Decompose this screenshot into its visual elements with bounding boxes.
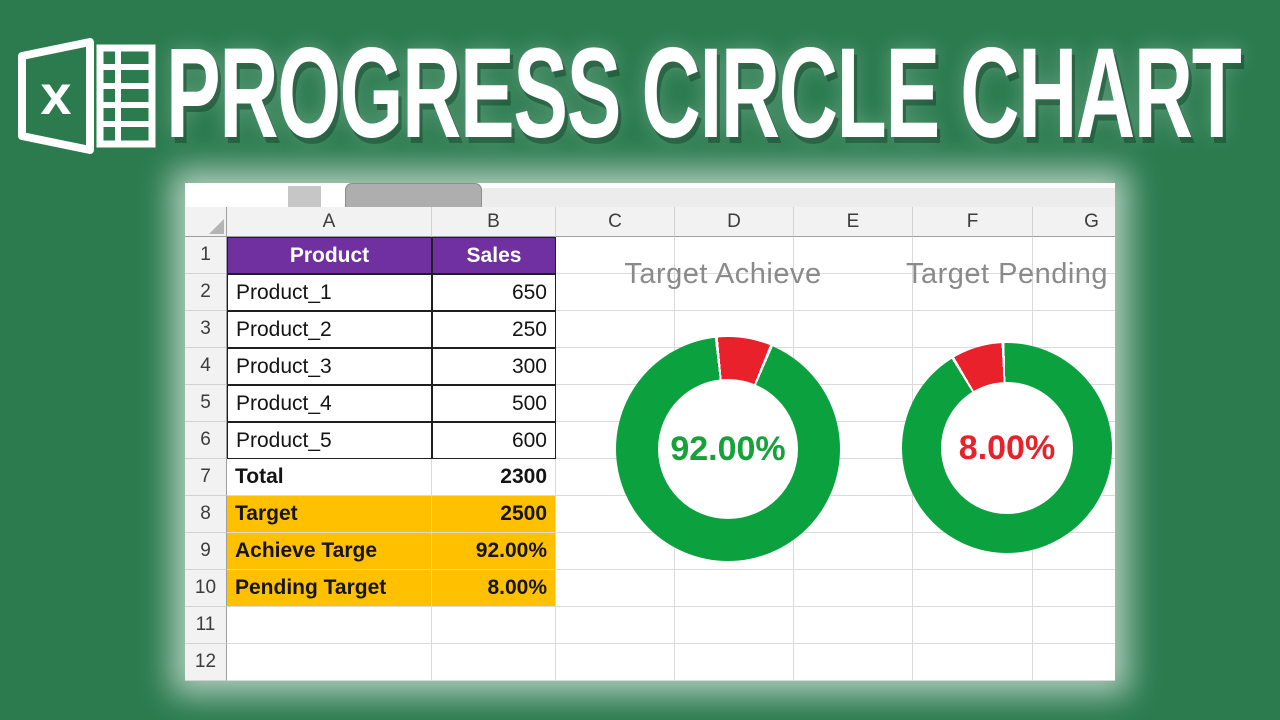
column-header-D[interactable]: D: [675, 207, 794, 237]
row-header-10[interactable]: 10: [185, 570, 227, 607]
donut-hole-achieve: 92.00%: [658, 379, 798, 519]
cell-A6[interactable]: Product_5: [227, 422, 432, 459]
page-title: PROGRESS CIRCLE CHART: [166, 22, 1242, 165]
column-header-C[interactable]: C: [556, 207, 675, 237]
cell-A4[interactable]: Product_3: [227, 348, 432, 385]
cell-C3[interactable]: [556, 311, 675, 348]
donut-hole-pending: 8.00%: [941, 382, 1073, 514]
cell-E12[interactable]: [794, 644, 913, 681]
cell-A1[interactable]: Product: [227, 237, 432, 274]
row-header-6[interactable]: 6: [185, 422, 227, 459]
cell-B2[interactable]: 650: [432, 274, 556, 311]
cell-G3[interactable]: [1033, 311, 1115, 348]
row-header-1[interactable]: 1: [185, 237, 227, 274]
cell-C11[interactable]: [556, 607, 675, 644]
cell-A8[interactable]: Target: [227, 496, 432, 533]
chrome-strip: [482, 188, 1115, 207]
cell-D11[interactable]: [675, 607, 794, 644]
column-header-A[interactable]: A: [227, 207, 432, 237]
chart-title-target-achieve: Target Achieve: [624, 258, 822, 290]
row-header-9[interactable]: 9: [185, 533, 227, 570]
cell-B4[interactable]: 300: [432, 348, 556, 385]
cell-A12[interactable]: [227, 644, 432, 681]
column-header-E[interactable]: E: [794, 207, 913, 237]
cell-C2[interactable]: [556, 274, 675, 311]
cell-E10[interactable]: [794, 570, 913, 607]
row-header-5[interactable]: 5: [185, 385, 227, 422]
cell-A3[interactable]: Product_2: [227, 311, 432, 348]
cell-F10[interactable]: [913, 570, 1033, 607]
cell-A10[interactable]: Pending Target: [227, 570, 432, 607]
cell-D10[interactable]: [675, 570, 794, 607]
cell-E3[interactable]: [794, 311, 913, 348]
cell-F2[interactable]: [913, 274, 1033, 311]
cell-E9[interactable]: [794, 533, 913, 570]
cell-B12[interactable]: [432, 644, 556, 681]
cell-B8[interactable]: 2500: [432, 496, 556, 533]
cell-F1[interactable]: [913, 237, 1033, 274]
cell-B1[interactable]: Sales: [432, 237, 556, 274]
cell-G2[interactable]: [1033, 274, 1115, 311]
banner: x PROGRESS CIRCLE CHART: [0, 0, 1280, 183]
chart-title-target-pending: Target Pending: [905, 258, 1109, 290]
cell-B9[interactable]: 92.00%: [432, 533, 556, 570]
cell-G1[interactable]: [1033, 237, 1115, 274]
cell-A11[interactable]: [227, 607, 432, 644]
row-header-2[interactable]: 2: [185, 274, 227, 311]
cell-A9[interactable]: Achieve Targe: [227, 533, 432, 570]
cell-C1[interactable]: [556, 237, 675, 274]
excel-logo-icon: x: [18, 38, 156, 154]
donut-chart-target-achieve[interactable]: 92.00%: [616, 337, 840, 561]
cell-A2[interactable]: Product_1: [227, 274, 432, 311]
cell-E11[interactable]: [794, 607, 913, 644]
donut-chart-pending[interactable]: 8.00%: [902, 343, 1112, 553]
donut-center-value-achieve: 92.00%: [670, 429, 786, 468]
svg-text:x: x: [40, 63, 71, 126]
cell-B7[interactable]: 2300: [432, 459, 556, 496]
chrome-fragment: [288, 186, 321, 207]
column-header-F[interactable]: F: [913, 207, 1033, 237]
row-header-3[interactable]: 3: [185, 311, 227, 348]
cell-E1[interactable]: [794, 237, 913, 274]
cell-C12[interactable]: [556, 644, 675, 681]
cell-G11[interactable]: [1033, 607, 1115, 644]
cell-D2[interactable]: [675, 274, 794, 311]
cell-B3[interactable]: 250: [432, 311, 556, 348]
cell-E2[interactable]: [794, 274, 913, 311]
cell-D1[interactable]: [675, 237, 794, 274]
cell-F12[interactable]: [913, 644, 1033, 681]
cell-G10[interactable]: [1033, 570, 1115, 607]
row-header-11[interactable]: 11: [185, 607, 227, 644]
excel-chrome-remnant: [185, 183, 1115, 207]
row-header-7[interactable]: 7: [185, 459, 227, 496]
sheet-tab-remnant[interactable]: [345, 183, 482, 207]
cell-B5[interactable]: 500: [432, 385, 556, 422]
cell-C9[interactable]: [556, 533, 675, 570]
select-all-corner[interactable]: [185, 207, 227, 237]
column-header-G[interactable]: G: [1033, 207, 1115, 237]
cell-B6[interactable]: 600: [432, 422, 556, 459]
row-header-12[interactable]: 12: [185, 644, 227, 681]
cell-F11[interactable]: [913, 607, 1033, 644]
cell-B11[interactable]: [432, 607, 556, 644]
cell-D12[interactable]: [675, 644, 794, 681]
cell-A7[interactable]: Total: [227, 459, 432, 496]
row-header-4[interactable]: 4: [185, 348, 227, 385]
row-header-8[interactable]: 8: [185, 496, 227, 533]
column-header-B[interactable]: B: [432, 207, 556, 237]
donut-center-value-pending: 8.00%: [958, 428, 1056, 467]
cell-B10[interactable]: 8.00%: [432, 570, 556, 607]
excel-sheet: A B C D E F G 1 Product Sales 2 Product_1 650 3 Produc…: [185, 183, 1115, 681]
cell-G12[interactable]: [1033, 644, 1115, 681]
cell-C10[interactable]: [556, 570, 675, 607]
cell-A5[interactable]: Product_4: [227, 385, 432, 422]
